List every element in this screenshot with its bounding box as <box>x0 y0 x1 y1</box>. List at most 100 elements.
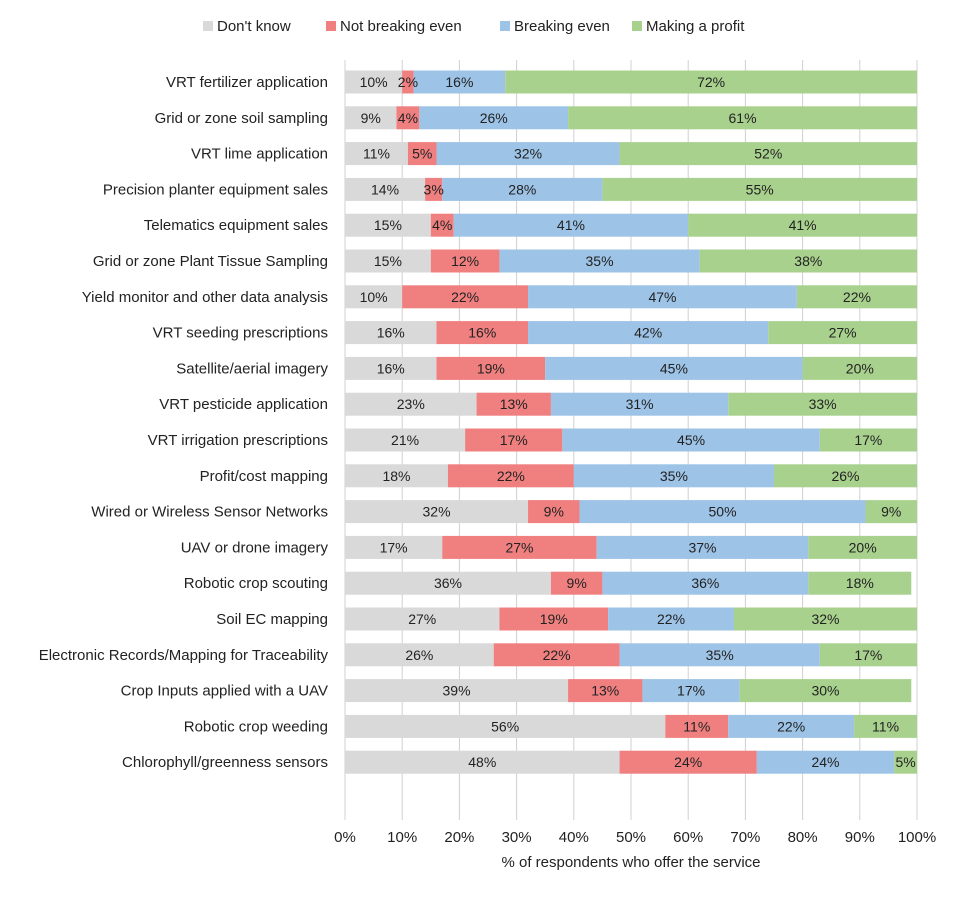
data-label: 45% <box>677 432 705 448</box>
data-label: 55% <box>746 181 774 197</box>
data-label: 10% <box>360 289 388 305</box>
x-tick-label: 90% <box>845 829 875 846</box>
data-label: 41% <box>557 217 585 233</box>
bar-segment <box>894 750 917 774</box>
data-label: 32% <box>423 504 451 520</box>
bar-segment <box>436 356 546 380</box>
bar-segment <box>854 714 917 738</box>
bar-segment <box>345 643 494 667</box>
category-label: Soil EC mapping <box>216 611 328 628</box>
bar-segment <box>808 535 917 559</box>
category-label: Robotic crop scouting <box>184 575 328 592</box>
bar-segment <box>419 106 569 130</box>
data-label: 17% <box>500 432 528 448</box>
category-label: VRT pesticide application <box>159 396 328 413</box>
bar-segment <box>499 249 700 273</box>
data-label: 26% <box>831 468 859 484</box>
data-label: 27% <box>505 539 533 555</box>
data-label: 42% <box>634 325 662 341</box>
bar-segment <box>550 571 603 595</box>
bar-segment <box>345 392 477 416</box>
data-label: 18% <box>382 468 410 484</box>
data-label: 9% <box>361 110 381 126</box>
category-label: VRT seeding prescriptions <box>153 325 328 342</box>
legend-label: Making a profit <box>646 18 745 35</box>
x-tick-label: 60% <box>673 829 703 846</box>
data-label: 14% <box>371 181 399 197</box>
bar-segment <box>688 213 917 237</box>
x-tick-label: 0% <box>334 829 356 846</box>
bar-segment <box>407 142 437 166</box>
bar-segment <box>550 392 729 416</box>
data-label: 11% <box>683 718 710 734</box>
category-label: Precision planter equipment sales <box>103 181 328 198</box>
data-label: 41% <box>789 217 817 233</box>
data-label: 28% <box>508 181 536 197</box>
data-label: 11% <box>363 146 390 162</box>
data-label: 10% <box>360 74 388 90</box>
bar-segment <box>402 285 529 309</box>
bar-segment <box>756 750 895 774</box>
data-label: 2% <box>398 74 418 90</box>
bars <box>345 70 917 774</box>
category-label: Electronic Records/Mapping for Traceabil… <box>39 647 329 664</box>
bar-segment <box>802 356 917 380</box>
data-label: 19% <box>477 360 505 376</box>
bar-segment <box>562 428 820 452</box>
category-label: Grid or zone Plant Tissue Sampling <box>93 253 328 270</box>
data-labels: 10% 2% 16% 72% 9% 4% 26% 61% 11% 5% 32% 52% 14% 3% 28%… <box>360 74 916 770</box>
data-label: 37% <box>688 539 716 555</box>
data-label: 3% <box>424 181 444 197</box>
bar-segment <box>345 535 443 559</box>
data-label: 39% <box>443 683 471 699</box>
bar-segment <box>819 428 917 452</box>
legend-label: Not breaking even <box>340 18 462 35</box>
bar-segment <box>345 679 569 703</box>
data-label: 22% <box>451 289 479 305</box>
bar-segment <box>442 177 603 201</box>
data-label: 11% <box>872 718 899 734</box>
data-label: 30% <box>811 683 839 699</box>
bar-segment <box>430 213 454 237</box>
category-label: Grid or zone soil sampling <box>155 110 328 127</box>
category-label: VRT irrigation prescriptions <box>148 432 328 449</box>
x-tick-label: 50% <box>616 829 646 846</box>
bar-segment <box>733 607 917 631</box>
bar-segment <box>568 106 917 130</box>
data-label: 32% <box>514 146 542 162</box>
bar-segment <box>425 177 443 201</box>
category-label: UAV or drone imagery <box>181 539 329 556</box>
bar-segment <box>476 392 551 416</box>
bar-segment <box>739 679 912 703</box>
bar-segment <box>345 70 403 94</box>
data-label: 17% <box>854 432 882 448</box>
bar-segment <box>619 750 757 774</box>
category-label: Robotic crop weeding <box>184 718 328 735</box>
data-label: 33% <box>809 396 837 412</box>
bar-segment <box>345 213 431 237</box>
bar-segment <box>819 643 917 667</box>
data-label: 23% <box>397 396 425 412</box>
category-label: Yield monitor and other data analysis <box>82 289 328 306</box>
data-label: 22% <box>777 718 805 734</box>
category-labels: VRT fertilizer application Grid or zone s… <box>39 74 329 771</box>
bar-segment <box>345 249 431 273</box>
bar-segment <box>505 70 917 94</box>
bar-segment <box>774 464 917 488</box>
bar-segment <box>528 500 580 524</box>
data-label: 26% <box>405 647 433 663</box>
data-label: 22% <box>657 611 685 627</box>
data-label: 5% <box>412 146 432 162</box>
data-label: 9% <box>567 575 587 591</box>
bar-segment <box>345 177 426 201</box>
bar-segment <box>602 571 809 595</box>
bar-segment <box>608 607 734 631</box>
data-label: 16% <box>468 325 496 341</box>
legend-swatch <box>326 21 336 31</box>
category-label: Chlorophyll/greenness sensors <box>122 754 328 771</box>
bar-segment <box>528 285 797 309</box>
x-tick-label: 100% <box>898 829 936 846</box>
bar-segment <box>345 321 437 345</box>
bar-segment <box>402 70 414 94</box>
bar-segment <box>865 500 917 524</box>
